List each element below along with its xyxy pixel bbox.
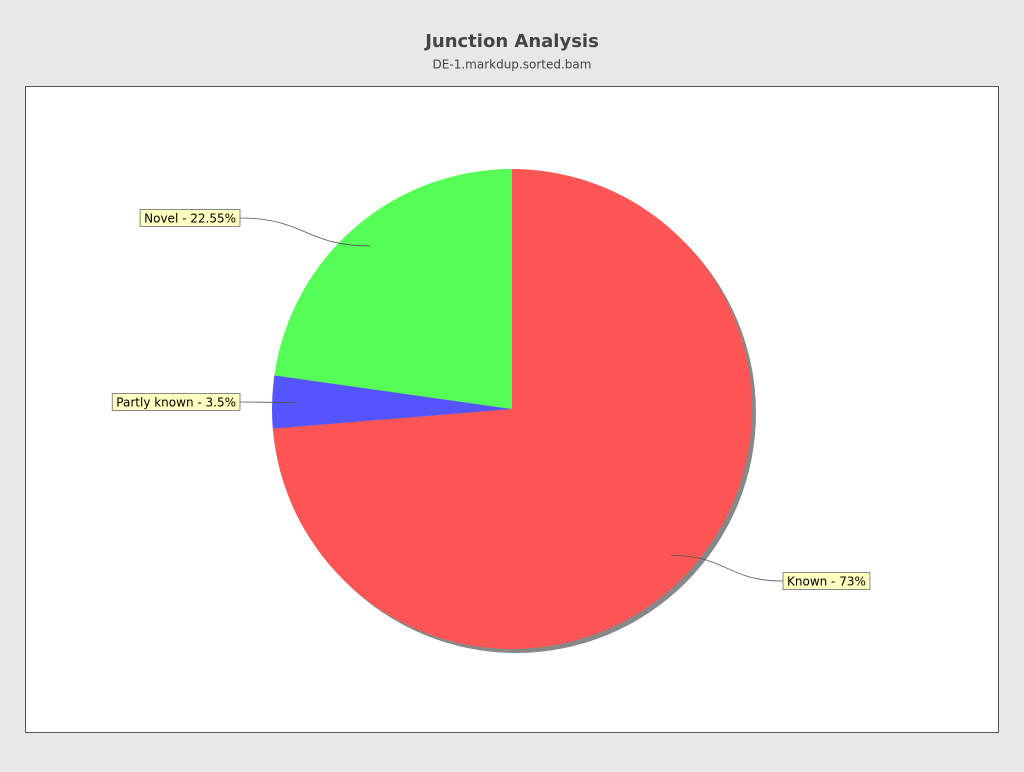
pie-slice — [272, 169, 752, 650]
pie-slice — [274, 169, 512, 409]
leader-line — [239, 401, 297, 404]
chart-subtitle: DE-1.markdup.sorted.bam — [433, 58, 592, 72]
leader-line — [670, 554, 784, 582]
label-box — [782, 572, 871, 590]
data-label: Known - 73% — [787, 575, 866, 589]
chart-title: Junction Analysis — [423, 31, 599, 52]
pie-slice — [272, 375, 512, 429]
label-box — [139, 209, 241, 227]
data-label: Partly known - 3.5% — [116, 396, 236, 410]
data-label: Novel - 22.55% — [144, 212, 236, 226]
leader-line — [239, 217, 371, 247]
label-box — [111, 393, 241, 411]
